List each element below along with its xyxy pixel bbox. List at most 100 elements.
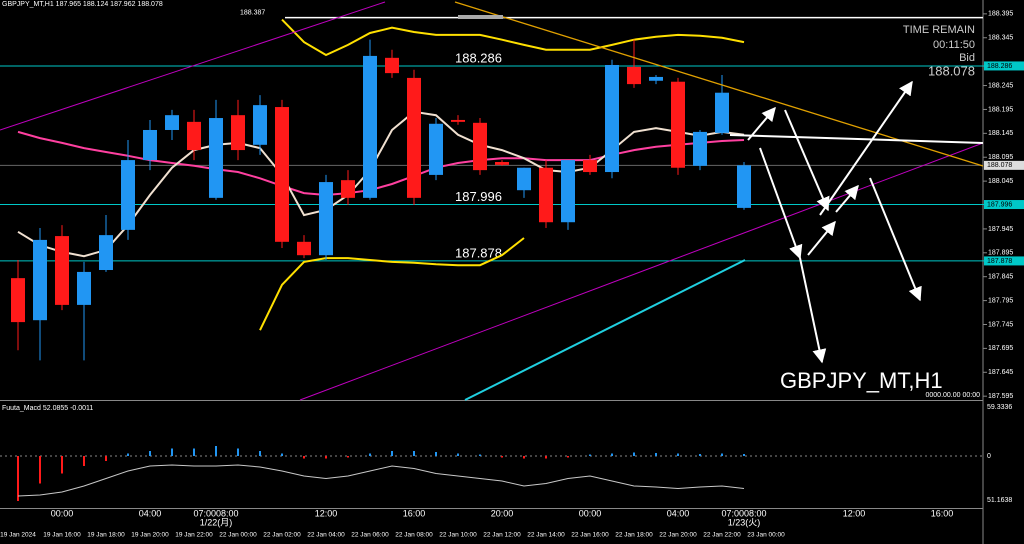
x-tick-label: 19 Jan 22:00 (175, 532, 213, 539)
arrow (759, 147, 803, 260)
time-remain-label: TIME REMAIN (903, 24, 975, 36)
arrows (747, 80, 922, 364)
candle-body (693, 131, 707, 166)
x-tick-label-upper: 20:00 (491, 508, 514, 518)
x-tick-label: 23 Jan 00:00 (747, 532, 785, 539)
candle-body (473, 122, 487, 171)
candle-body (649, 76, 663, 81)
candle-body (77, 271, 91, 305)
x-tick-label-upper: 00:00 (51, 508, 74, 518)
x-tick-label: 22 Jan 04:00 (307, 532, 345, 539)
macd-bar (281, 453, 283, 456)
y-tick-label: 187.745 (988, 321, 1013, 328)
bid-axis-label: 188.078 (987, 162, 1012, 169)
drawings (0, 1, 984, 401)
x-tick-label: 19 Jan 20:00 (131, 532, 169, 539)
candle-body (253, 105, 267, 145)
macd-bar (149, 451, 151, 456)
time-remain: 00:11:50 (933, 39, 975, 51)
candle-body (451, 119, 465, 122)
macd-bar (523, 456, 525, 459)
x-tick-label: 22 Jan 12:00 (483, 532, 521, 539)
level-label: 187.878 (455, 245, 502, 260)
indicator-line (17, 130, 745, 197)
macd-axis-label: 59.3336 (987, 404, 1012, 411)
macd-bar (633, 452, 635, 456)
x-tick-label-upper: 04:00 (139, 508, 162, 518)
level-label: 187.996 (455, 189, 502, 204)
y-tick-label: 187.645 (988, 369, 1013, 376)
macd-signal (17, 464, 745, 497)
macd-bar (215, 446, 217, 456)
x-tick-label: 22 Jan 00:00 (219, 532, 257, 539)
y-tick-label: 187.595 (988, 393, 1013, 400)
level-box (984, 200, 1024, 210)
x-date-label: 1/23(火) (728, 517, 761, 527)
x-tick-label-upper: 07:0008:00 (721, 508, 766, 518)
candle-body (715, 92, 729, 133)
x-tick-label-upper: 12:00 (315, 508, 338, 518)
candle-body (231, 115, 245, 151)
arrow (807, 220, 836, 256)
x-tick-label-upper: 16:00 (931, 508, 954, 518)
candle-body (297, 241, 311, 256)
indicator-line (259, 237, 525, 331)
arrow (835, 184, 859, 213)
y-tick-label: 188.345 (988, 35, 1013, 42)
level-label: 188.286 (455, 50, 502, 65)
channel-line (0, 1, 386, 131)
x-tick-label: 19 Jan 18:00 (87, 532, 125, 539)
x-tick-label-upper: 07:0008:00 (193, 508, 238, 518)
level-axis-label: 187.878 (987, 258, 1012, 265)
macd-bar (457, 453, 459, 456)
x-tick-label: 19 Jan 2024 (0, 532, 36, 539)
macd-bar (39, 456, 41, 484)
y-tick-label: 188.245 (988, 82, 1013, 89)
macd-bar (259, 451, 261, 456)
macd-bar (171, 448, 173, 456)
macd-bar (479, 454, 481, 456)
macd-bar (721, 453, 723, 456)
x-tick-label-upper: 04:00 (667, 508, 690, 518)
macd-bar (655, 453, 657, 456)
resistance-line (729, 134, 984, 144)
y-tick-label: 188.195 (988, 106, 1013, 113)
macd-bar (61, 456, 63, 474)
arrow (819, 80, 913, 216)
indicator-line (281, 18, 745, 57)
macd-bar (435, 452, 437, 456)
x-date-label: 1/22(月) (200, 517, 233, 527)
corner-text: 0000.00.00 00:00 (926, 392, 981, 399)
macd-bar (83, 456, 85, 466)
macd-bar (303, 456, 305, 459)
level-box (984, 61, 1024, 71)
candle-body (209, 118, 223, 198)
x-tick-label: 22 Jan 18:00 (615, 532, 653, 539)
level-axis-label: 188.286 (987, 63, 1012, 70)
arrow (799, 257, 827, 364)
macd-bar (17, 456, 19, 501)
candle-body (583, 160, 597, 173)
macd-bar (677, 453, 679, 456)
x-tick-label-upper: 16:00 (403, 508, 426, 518)
candle-body (165, 115, 179, 130)
candle-body (121, 160, 135, 230)
arrow (747, 106, 776, 141)
channel-line (299, 142, 984, 401)
arrow (869, 177, 922, 302)
candle-body (385, 57, 399, 74)
candle-body (187, 121, 201, 151)
candle-body (605, 64, 619, 173)
indicator-line (17, 110, 745, 258)
candle-body (275, 107, 289, 242)
level-axis-label: 187.996 (987, 201, 1012, 208)
macd-bar (611, 453, 613, 456)
bid-box (984, 160, 1024, 170)
x-tick-label: 19 Jan 16:00 (43, 532, 81, 539)
x-tick-label: 22 Jan 16:00 (571, 532, 609, 539)
candle-body (341, 180, 355, 198)
x-tick-label: 22 Jan 08:00 (395, 532, 433, 539)
candle-body (561, 160, 575, 223)
macd-bar (699, 454, 701, 456)
